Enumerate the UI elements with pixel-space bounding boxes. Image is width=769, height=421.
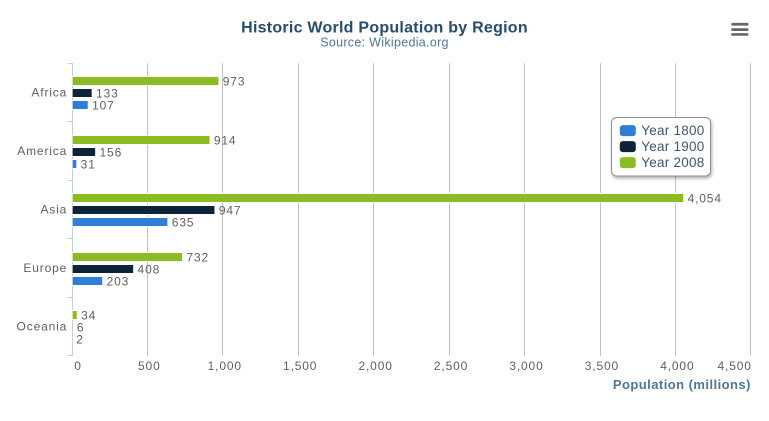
- svg-text:408: 408: [138, 262, 161, 276]
- svg-text:1,000: 1,000: [208, 359, 242, 373]
- svg-text:914: 914: [214, 133, 237, 147]
- svg-text:635: 635: [172, 215, 195, 229]
- svg-text:Europe: Europe: [23, 261, 67, 275]
- svg-text:Year 2008: Year 2008: [641, 155, 704, 170]
- svg-text:107: 107: [92, 98, 115, 112]
- svg-text:America: America: [17, 144, 67, 158]
- svg-text:973: 973: [223, 74, 246, 88]
- svg-text:500: 500: [138, 359, 161, 373]
- svg-text:Year 1900: Year 1900: [641, 139, 704, 154]
- svg-text:3,500: 3,500: [585, 359, 619, 373]
- svg-text:3,000: 3,000: [509, 359, 543, 373]
- svg-text:133: 133: [96, 86, 119, 100]
- svg-text:Asia: Asia: [40, 203, 67, 217]
- svg-text:Africa: Africa: [31, 86, 67, 100]
- svg-text:2,500: 2,500: [434, 359, 468, 373]
- svg-text:4,000: 4,000: [660, 359, 694, 373]
- svg-text:Source: Wikipedia.org: Source: Wikipedia.org: [320, 36, 449, 50]
- svg-text:156: 156: [100, 145, 123, 159]
- svg-text:732: 732: [186, 250, 209, 264]
- svg-text:Historic World Population by R: Historic World Population by Region: [241, 20, 528, 37]
- svg-text:34: 34: [81, 308, 96, 322]
- svg-text:Year 1800: Year 1800: [641, 123, 704, 138]
- svg-text:4,500: 4,500: [718, 359, 752, 373]
- svg-text:0: 0: [74, 359, 82, 373]
- svg-text:Population (millions): Population (millions): [613, 377, 751, 392]
- svg-text:203: 203: [107, 274, 130, 288]
- svg-text:6: 6: [77, 320, 85, 334]
- svg-text:31: 31: [81, 157, 96, 171]
- svg-text:Oceania: Oceania: [17, 320, 68, 334]
- svg-text:2: 2: [76, 332, 84, 346]
- svg-text:2,000: 2,000: [358, 359, 392, 373]
- svg-text:947: 947: [219, 203, 242, 217]
- svg-text:1,500: 1,500: [283, 359, 317, 373]
- svg-text:4,054: 4,054: [688, 191, 722, 205]
